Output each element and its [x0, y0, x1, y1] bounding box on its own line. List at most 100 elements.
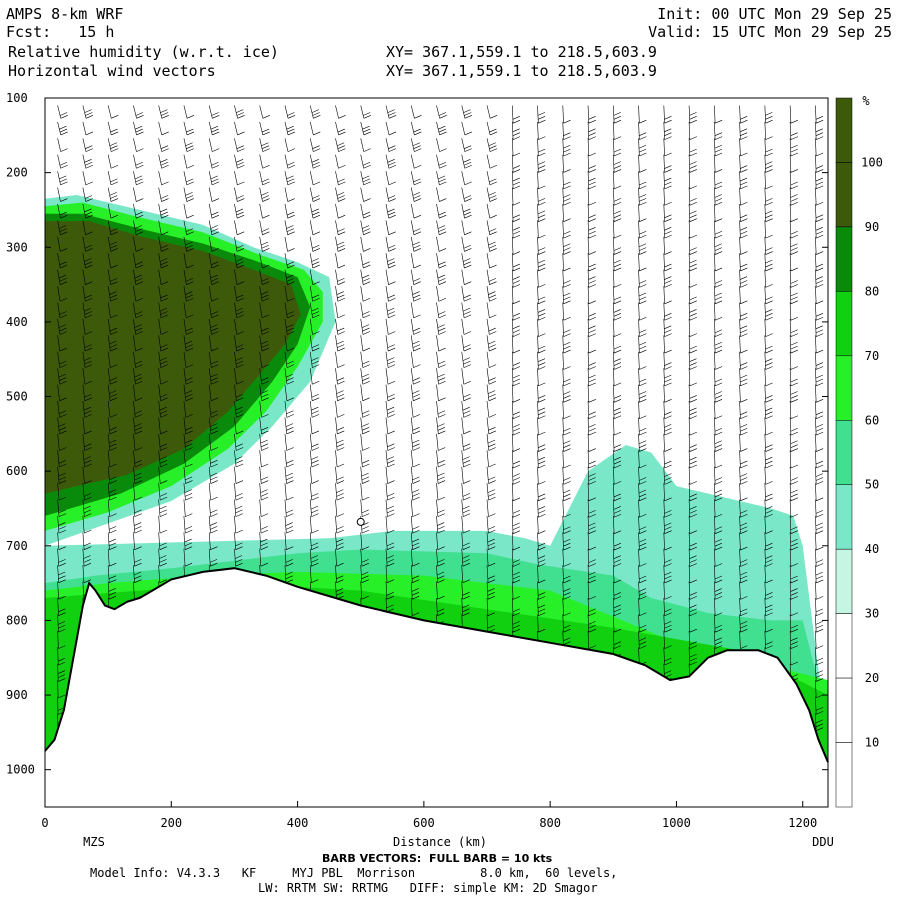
wind-barb-feather — [58, 645, 66, 649]
wind-barb-feather — [437, 373, 445, 378]
wind-barb-feather — [588, 284, 596, 288]
wind-barb — [714, 269, 716, 288]
wind-barb-feather — [464, 248, 472, 252]
wind-barb — [739, 515, 741, 534]
wind-barb — [638, 499, 640, 518]
wind-barb — [335, 581, 337, 600]
wind-barb-feather — [563, 563, 571, 567]
wind-barb-feather — [563, 427, 571, 432]
wind-barb — [461, 105, 466, 119]
wind-barb-feather — [664, 227, 672, 231]
wind-barb-feather — [512, 362, 521, 366]
wind-barb-feather — [134, 546, 142, 550]
wind-barb-feather — [715, 448, 723, 452]
wind-barb-feather — [109, 513, 117, 517]
wind-barb-feather — [161, 181, 169, 186]
wind-barb-feather — [286, 430, 294, 435]
wind-barb-feather — [388, 148, 397, 152]
wind-barb-feather — [790, 645, 799, 649]
wind-barb-feather — [664, 510, 672, 514]
wind-barb-feather — [815, 510, 824, 514]
wind-barb-feather — [715, 234, 723, 239]
wind-barb-feather — [638, 539, 647, 543]
wind-barb-feather — [714, 637, 722, 642]
wind-barb-feather — [260, 476, 269, 481]
wind-barb-feather — [689, 464, 697, 469]
wind-barb — [360, 236, 364, 252]
wind-barb-feather — [639, 329, 647, 334]
wind-barb-feather — [790, 575, 798, 580]
wind-barb — [511, 417, 514, 436]
x-tick-label: 0 — [41, 816, 48, 830]
wind-barb-feather — [689, 300, 697, 305]
wind-barb — [82, 499, 85, 517]
wind-barb — [537, 499, 539, 518]
wind-barb-feather — [462, 542, 470, 547]
wind-barb — [208, 417, 212, 434]
wind-barb-feather — [714, 493, 723, 498]
wind-barb-feather — [361, 575, 369, 580]
wind-barb — [183, 417, 187, 434]
wind-barb — [739, 138, 741, 157]
y-tick-label: 1000 — [6, 763, 35, 777]
wind-barb-feather — [84, 360, 92, 365]
wind-barb — [613, 269, 615, 288]
wind-barb-feather — [512, 116, 521, 120]
wind-barb-feather — [816, 152, 824, 157]
wind-barb-feather — [159, 542, 167, 547]
wind-barb — [208, 433, 212, 451]
wind-barb-feather — [437, 472, 445, 477]
wind-barb — [663, 598, 665, 616]
wind-barb-feather — [135, 380, 143, 385]
wind-barb — [562, 581, 564, 600]
wind-barb-feather — [186, 297, 194, 302]
wind-barb — [663, 220, 665, 239]
wind-barb-feather — [186, 145, 194, 149]
wind-barb — [663, 318, 665, 337]
wind-barb — [309, 171, 314, 185]
wind-barb — [82, 450, 85, 468]
wind-barb-feather — [136, 115, 144, 119]
wind-barb-feather — [765, 234, 773, 239]
x-tick-label: 800 — [539, 816, 561, 830]
wind-barb-feather — [260, 390, 268, 394]
wind-barb-feather — [59, 327, 67, 332]
wind-barb — [410, 483, 414, 501]
wind-barb-feather — [437, 608, 445, 613]
wind-barb — [714, 154, 716, 173]
wind-barb-feather — [413, 231, 422, 236]
wind-barb — [562, 318, 564, 337]
wind-barb — [335, 121, 339, 136]
wind-barb — [688, 236, 691, 255]
wind-barb — [688, 368, 691, 386]
wind-barb — [82, 302, 86, 318]
wind-barb-feather — [715, 513, 723, 518]
wind-barb-feather — [664, 612, 672, 617]
wind-barb-feather — [740, 349, 748, 354]
wind-barb-feather — [210, 509, 218, 514]
wind-barb-feather — [613, 116, 622, 120]
wind-barb-feather — [512, 415, 521, 420]
wind-barb — [284, 368, 288, 385]
wind-barb-feather — [462, 546, 471, 550]
wind-barb-feather — [790, 440, 798, 445]
wind-barb-feather — [538, 300, 546, 305]
wind-barb-feather — [613, 530, 622, 534]
wind-barb — [461, 417, 464, 434]
wind-barb-feather — [286, 360, 294, 365]
wind-barb-feather — [490, 115, 498, 119]
wind-barb-feather — [135, 447, 143, 451]
wind-barb-feather — [159, 505, 167, 510]
wind-barb — [638, 138, 640, 157]
wind-barb-feather — [386, 505, 394, 510]
wind-barb-feather — [715, 300, 723, 305]
wind-barb — [511, 121, 514, 140]
wind-barb-feather — [765, 641, 773, 645]
wind-barb-feather — [362, 360, 370, 365]
wind-barb-feather — [338, 214, 346, 219]
wind-barb-feather — [134, 472, 142, 477]
wind-barb-feather — [664, 185, 672, 190]
wind-barb-feather — [286, 480, 294, 484]
wind-barb — [284, 417, 288, 434]
wind-barb — [309, 269, 313, 285]
